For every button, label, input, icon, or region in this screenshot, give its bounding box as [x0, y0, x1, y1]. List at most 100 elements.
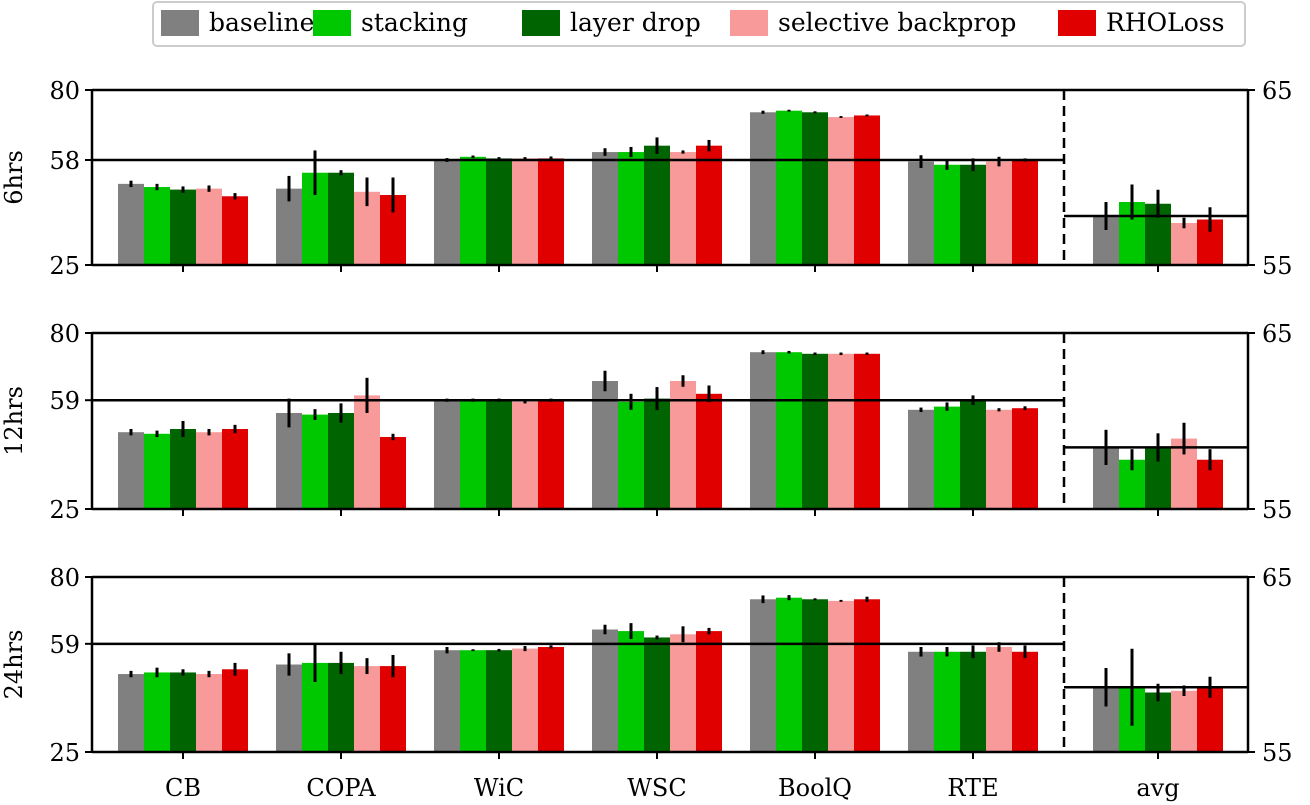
- bar: [908, 651, 934, 752]
- legend: baseline stacking layer drop selective back…: [152, 1, 1246, 47]
- bar: [1012, 160, 1038, 265]
- bar: [118, 183, 144, 265]
- bar: [960, 651, 986, 752]
- bar: [170, 672, 196, 752]
- y-tick-label: 25: [49, 496, 80, 524]
- panel-24hrs: 25 59 80 55 65 24hrs: [0, 564, 1293, 767]
- y-tick-label: 59: [49, 387, 80, 415]
- bar: [776, 110, 802, 265]
- y-tick-label: 58: [49, 147, 80, 175]
- bar: [460, 650, 486, 752]
- legend-frame: [152, 1, 1246, 47]
- bar: [512, 158, 538, 265]
- bar: [538, 158, 564, 265]
- bar: [222, 669, 248, 752]
- bar: [538, 647, 564, 752]
- bar: [908, 161, 934, 265]
- bar: [960, 164, 986, 265]
- bar: [854, 115, 880, 265]
- avg-y-tick-label: 65: [1262, 77, 1293, 105]
- bar: [276, 664, 302, 752]
- y-tick-label: 59: [49, 631, 80, 659]
- bar: [696, 393, 722, 509]
- bar: [644, 145, 670, 265]
- legend-label: layer drop: [570, 8, 701, 37]
- bar: [328, 413, 354, 509]
- bar: [592, 629, 618, 752]
- legend-swatch: [161, 10, 199, 36]
- bar: [960, 400, 986, 509]
- y-tick-label: 80: [49, 77, 80, 105]
- y-tick-label: 25: [49, 739, 80, 767]
- bar: [222, 429, 248, 509]
- bar: [828, 117, 854, 265]
- bar: [486, 650, 512, 752]
- bar: [538, 400, 564, 509]
- avg-y-tick-label: 55: [1262, 252, 1293, 280]
- bar: [486, 158, 512, 265]
- bar: [776, 597, 802, 752]
- bar: [802, 599, 828, 752]
- row-label: 12hrs: [0, 386, 28, 456]
- bar: [592, 381, 618, 509]
- bar: [670, 381, 696, 509]
- bar: [118, 674, 144, 752]
- bar: [196, 432, 222, 509]
- bar: [644, 398, 670, 509]
- x-tick-label: RTE: [947, 774, 998, 802]
- bar: [276, 188, 302, 265]
- bar: [1012, 408, 1038, 509]
- bar: [828, 600, 854, 752]
- bar: [118, 432, 144, 509]
- bar: [854, 353, 880, 509]
- bar: [434, 650, 460, 752]
- legend-swatch: [313, 10, 351, 36]
- bar: [618, 631, 644, 752]
- panel-12hrs: 25 59 80 55 65 12hrs: [0, 320, 1293, 524]
- bar: [644, 637, 670, 752]
- bar: [934, 406, 960, 509]
- x-tick-label: WiC: [474, 774, 524, 802]
- bar: [934, 651, 960, 752]
- row-label: 6hrs: [0, 150, 28, 205]
- bar: [328, 172, 354, 265]
- bar: [460, 156, 486, 265]
- bar: [170, 189, 196, 265]
- bar: [854, 599, 880, 752]
- legend-label: RHOLoss: [1106, 8, 1224, 37]
- avg-bar: [1145, 692, 1171, 752]
- bar: [776, 352, 802, 509]
- chart-panels: 25588055656hrs255980556512hrs25598055652…: [0, 77, 1293, 767]
- avg-y-tick-label: 65: [1262, 564, 1293, 592]
- bar: [1012, 651, 1038, 752]
- bar: [460, 400, 486, 509]
- bar: [512, 401, 538, 509]
- avg-y-tick-label: 65: [1262, 320, 1293, 348]
- bar: [802, 353, 828, 509]
- bar: [696, 631, 722, 752]
- x-tick-label: CB: [165, 774, 201, 802]
- avg-y-tick-label: 55: [1262, 739, 1293, 767]
- bar: [618, 401, 644, 509]
- bar: [302, 414, 328, 509]
- bar: [670, 152, 696, 265]
- bar: [328, 662, 354, 752]
- bar: [802, 112, 828, 265]
- bar: [354, 666, 380, 752]
- bar: [486, 400, 512, 509]
- y-tick-label: 80: [49, 320, 80, 348]
- y-tick-label: 80: [49, 564, 80, 592]
- panel-6hrs: 25 58 80 55 65 6hrs: [0, 77, 1293, 280]
- bar: [618, 152, 644, 265]
- bar: [170, 429, 196, 509]
- bar: [750, 352, 776, 509]
- bar: [828, 353, 854, 509]
- x-tick-label: BoolQ: [778, 774, 852, 802]
- x-axis-labels: CB COPA WiC WSC BoolQ RTE avg: [165, 774, 1180, 802]
- bar: [196, 188, 222, 265]
- bar: [354, 395, 380, 509]
- x-tick-label: WSC: [627, 774, 686, 802]
- bar: [144, 672, 170, 752]
- x-tick-label: COPA: [306, 774, 376, 802]
- bar: [670, 634, 696, 752]
